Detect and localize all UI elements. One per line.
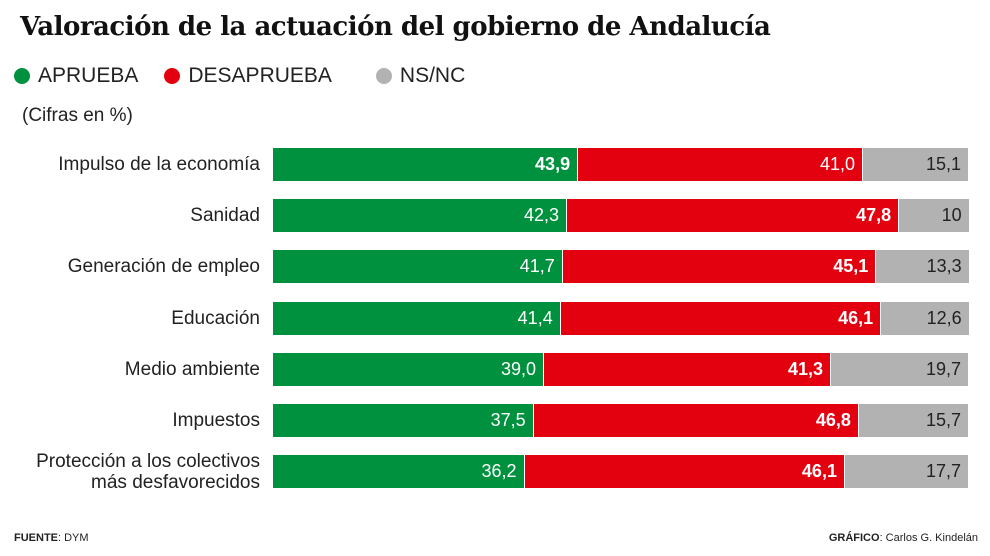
data-label: 19,7 xyxy=(925,358,961,379)
credit-label: GRÁFICO xyxy=(828,532,880,544)
category-label: Protección a los colectivos más desfavore… xyxy=(36,451,260,493)
category-label-line: más desfavorecidos xyxy=(91,471,260,493)
bar-aprueba: 41,7 xyxy=(273,250,562,284)
footer-credit: GRÁFICO: Carlos G. Kindelán xyxy=(829,532,978,544)
data-label: 41,4 xyxy=(517,307,553,328)
data-label: 13,3 xyxy=(926,256,962,277)
bar-aprueba: 43,9 xyxy=(273,148,578,181)
data-label: 46,1 xyxy=(838,307,874,328)
bar-nsnc: 17,7 xyxy=(844,455,968,489)
category-label-line: Impuestos xyxy=(172,410,260,431)
category-label-line: Protección a los colectivos xyxy=(36,450,260,472)
data-label: 36,2 xyxy=(481,461,517,482)
bar-nsnc: 15,1 xyxy=(863,148,968,181)
bar-aprueba: 36,2 xyxy=(273,455,524,489)
category-label: Impulso de la economía xyxy=(58,154,260,175)
data-label: 15,1 xyxy=(925,154,961,174)
data-label: 41,7 xyxy=(519,256,555,277)
category-label-line: Educación xyxy=(171,307,260,329)
bar-desaprueba: 45,1 xyxy=(562,250,876,284)
category-label: Impuestos xyxy=(172,410,260,431)
source-label: FUENTE xyxy=(14,532,58,544)
data-label: 17,7 xyxy=(925,461,961,482)
data-label: 12,6 xyxy=(926,307,962,328)
data-label: 41,0 xyxy=(819,154,856,174)
bar-nsnc: 15,7 xyxy=(858,404,968,437)
data-label: 39,0 xyxy=(501,358,537,379)
data-label: 45,1 xyxy=(833,256,869,277)
data-label: 37,5 xyxy=(490,410,526,430)
legend-item-desaprueba: DESAPRUEBA xyxy=(164,64,332,88)
data-label: 46,1 xyxy=(801,461,837,482)
chart-subtitle: (Cifras en %) xyxy=(22,105,133,126)
data-label: 46,8 xyxy=(815,410,851,430)
data-label: 47,8 xyxy=(856,205,892,226)
category-label-line: Medio ambiente xyxy=(124,358,260,380)
bar-desaprueba: 46,8 xyxy=(533,404,858,437)
legend-dot-icon xyxy=(164,68,181,84)
legend-item-aprueba: APRUEBA xyxy=(14,64,138,88)
category-label-line: Sanidad xyxy=(190,205,260,227)
data-label: 42,3 xyxy=(523,205,559,226)
legend-dot-icon xyxy=(375,68,392,84)
legend-label: APRUEBA xyxy=(38,64,139,87)
bar-desaprueba: 47,8 xyxy=(566,199,899,233)
bar-nsnc: 19,7 xyxy=(831,352,968,386)
data-label: 10 xyxy=(941,205,962,226)
category-label: Generación de empleo xyxy=(68,256,260,277)
footer-source: FUENTE: DYM xyxy=(14,532,89,544)
bar-desaprueba: 46,1 xyxy=(524,455,844,489)
data-label: 15,7 xyxy=(925,410,961,430)
category-label-line: Generación de empleo xyxy=(67,256,260,278)
bar-nsnc: 10 xyxy=(899,199,969,233)
bar-desaprueba: 41,0 xyxy=(578,148,863,181)
category-label-line: Impulso de la economía xyxy=(58,154,260,175)
bar-desaprueba: 46,1 xyxy=(560,301,881,335)
legend-dot-icon xyxy=(14,68,30,84)
bar-desaprueba: 41,3 xyxy=(544,352,831,386)
bar-aprueba: 39,0 xyxy=(273,352,544,386)
bar-nsnc: 12,6 xyxy=(881,301,969,335)
bar-aprueba: 37,5 xyxy=(273,404,533,437)
bar-aprueba: 41,4 xyxy=(273,301,560,335)
category-label: Sanidad xyxy=(190,205,260,226)
chart-title: Valoración de la actuación del gobierno … xyxy=(20,12,771,42)
legend-label: NS/NC xyxy=(399,64,466,87)
data-label: 43,9 xyxy=(535,154,571,174)
legend-label: DESAPRUEBA xyxy=(188,64,332,87)
legend-item-nsnc: NS/NC xyxy=(375,64,466,88)
bar-aprueba: 42,3 xyxy=(273,199,566,233)
category-label: Medio ambiente xyxy=(125,359,260,380)
credit-value: : Carlos G. Kindelán xyxy=(879,532,978,544)
source-value: : DYM xyxy=(58,532,89,544)
bar-nsnc: 13,3 xyxy=(876,250,969,284)
legend: APRUEBA DESAPRUEBA NS/NC xyxy=(14,64,491,88)
category-label: Educación xyxy=(171,308,260,329)
data-label: 41,3 xyxy=(788,358,824,379)
